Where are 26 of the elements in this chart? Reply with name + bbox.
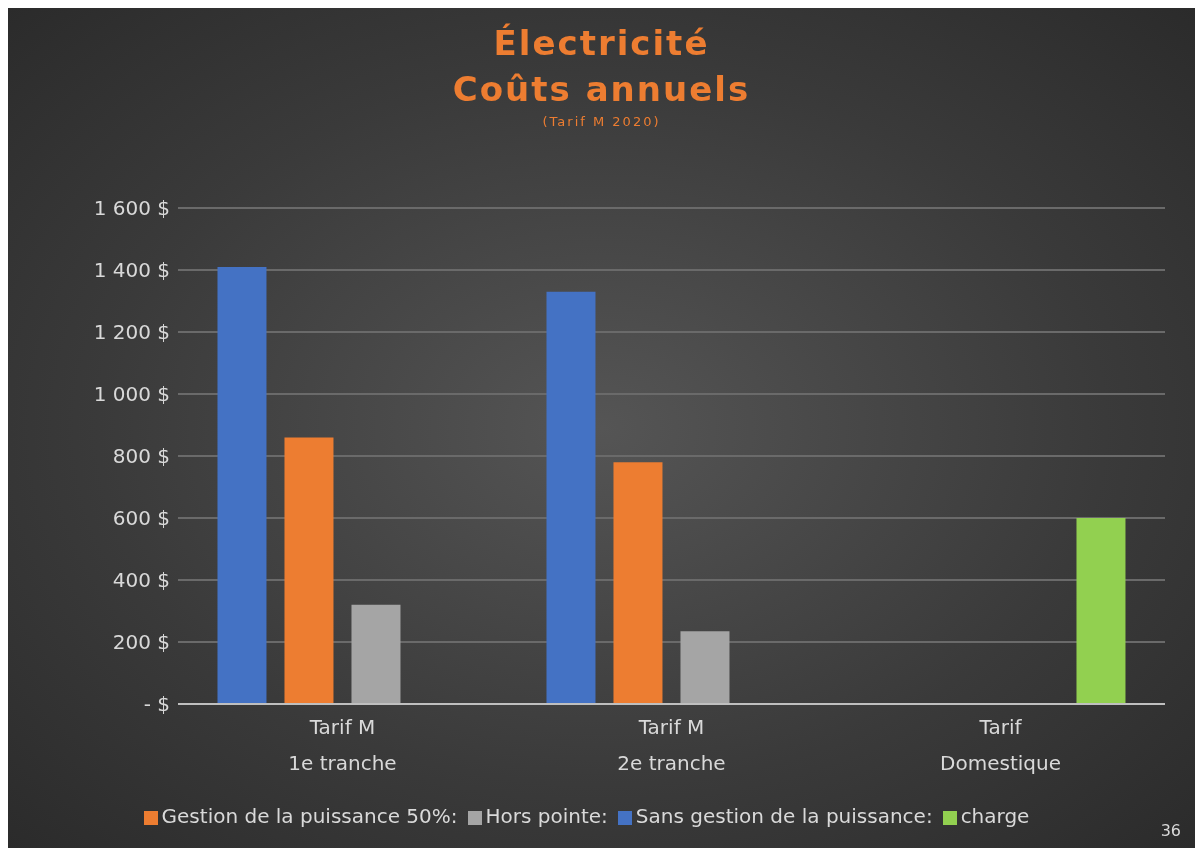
legend-label: Sans gestion de la puissance:	[635, 804, 933, 828]
x-tick-label: Tarif M 1e tranche	[288, 715, 397, 775]
legend-label: Hors pointe:	[485, 804, 608, 828]
bar	[546, 291, 596, 704]
y-tick-label: 1 200 $	[93, 320, 170, 344]
y-tick-label: 1 600 $	[93, 196, 170, 220]
bar	[284, 437, 334, 704]
y-tick-label: 200 $	[112, 630, 170, 654]
bar	[680, 631, 730, 704]
legend-label: charge	[960, 804, 1030, 828]
bar	[351, 604, 401, 704]
bar	[1076, 518, 1126, 704]
y-tick-label: 400 $	[112, 568, 170, 592]
bar	[217, 266, 267, 704]
y-tick-label: 800 $	[112, 444, 170, 468]
x-tick-label: Tarif Domestique	[940, 715, 1061, 775]
y-tick-label: 1 400 $	[93, 258, 170, 282]
chart-title: Électricité Coûts annuels	[451, 22, 752, 111]
y-tick-label: 600 $	[112, 506, 170, 530]
bar	[613, 462, 663, 704]
chart-subtitle: (Tarif M 2020)	[541, 114, 662, 129]
y-tick-label: - $	[143, 692, 170, 716]
x-tick-label: Tarif M 2e tranche	[617, 715, 726, 775]
text: 36	[1160, 821, 1181, 840]
legend-label: Gestion de la puissance 50%:	[161, 804, 458, 828]
y-tick-label: 1 000 $	[93, 382, 170, 406]
